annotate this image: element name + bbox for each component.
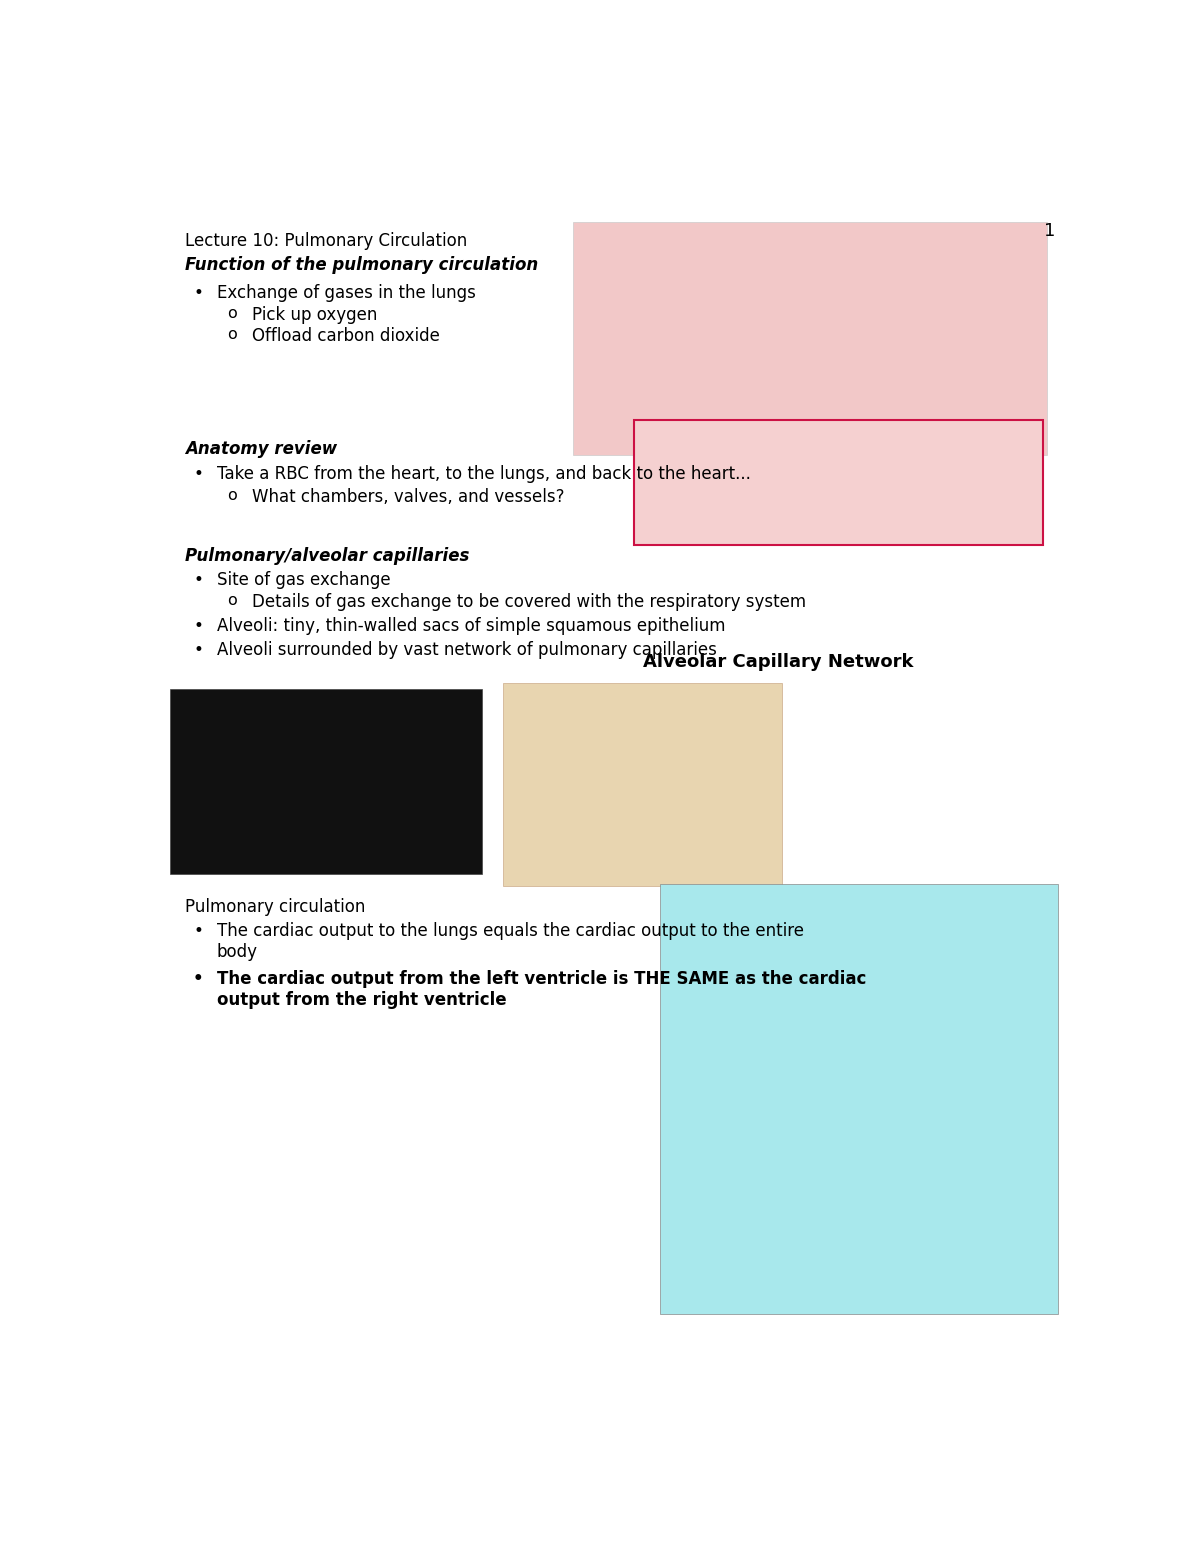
Bar: [634, 419, 1043, 545]
Text: •: •: [193, 464, 203, 483]
Text: o: o: [227, 488, 236, 503]
Text: o: o: [227, 306, 236, 321]
Text: •: •: [193, 969, 204, 988]
Text: Pulmonary circulation: Pulmonary circulation: [185, 898, 366, 916]
Text: Exchange of gases in the lungs: Exchange of gases in the lungs: [217, 284, 476, 303]
Text: Offload carbon dioxide: Offload carbon dioxide: [252, 328, 440, 345]
Text: output from the right ventricle: output from the right ventricle: [217, 991, 506, 1009]
Text: Function of the pulmonary circulation: Function of the pulmonary circulation: [185, 256, 539, 273]
Text: •: •: [193, 617, 203, 635]
Text: o: o: [227, 593, 236, 607]
Text: Lecture 10: Pulmonary Circulation: Lecture 10: Pulmonary Circulation: [185, 231, 468, 250]
Text: o: o: [227, 328, 236, 343]
Bar: [170, 688, 482, 874]
Bar: [574, 222, 1048, 455]
Text: •: •: [193, 284, 203, 303]
Text: Alveoli: tiny, thin-walled sacs of simple squamous epithelium: Alveoli: tiny, thin-walled sacs of simpl…: [217, 617, 726, 635]
Text: Alveoli surrounded by vast network of pulmonary capillaries: Alveoli surrounded by vast network of pu…: [217, 641, 716, 658]
Text: •: •: [193, 572, 203, 590]
Text: Pick up oxygen: Pick up oxygen: [252, 306, 378, 325]
Text: Anatomy review: Anatomy review: [185, 439, 337, 458]
Text: Alveolar Capillary Network: Alveolar Capillary Network: [643, 652, 913, 671]
Bar: [660, 884, 1057, 1314]
Text: 1: 1: [1044, 222, 1055, 241]
Text: •: •: [193, 641, 203, 658]
Text: Take a RBC from the heart, to the lungs, and back to the heart...: Take a RBC from the heart, to the lungs,…: [217, 464, 751, 483]
Text: Details of gas exchange to be covered with the respiratory system: Details of gas exchange to be covered wi…: [252, 593, 806, 610]
Text: Site of gas exchange: Site of gas exchange: [217, 572, 390, 590]
Text: The cardiac output to the lungs equals the cardiac output to the entire: The cardiac output to the lungs equals t…: [217, 922, 804, 940]
Text: Pulmonary/alveolar capillaries: Pulmonary/alveolar capillaries: [185, 548, 469, 565]
Text: What chambers, valves, and vessels?: What chambers, valves, and vessels?: [252, 488, 565, 506]
Text: The cardiac output from the left ventricle is THE SAME as the cardiac: The cardiac output from the left ventric…: [217, 969, 866, 988]
Text: body: body: [217, 943, 258, 961]
Text: •: •: [193, 922, 203, 940]
Bar: [504, 683, 782, 885]
